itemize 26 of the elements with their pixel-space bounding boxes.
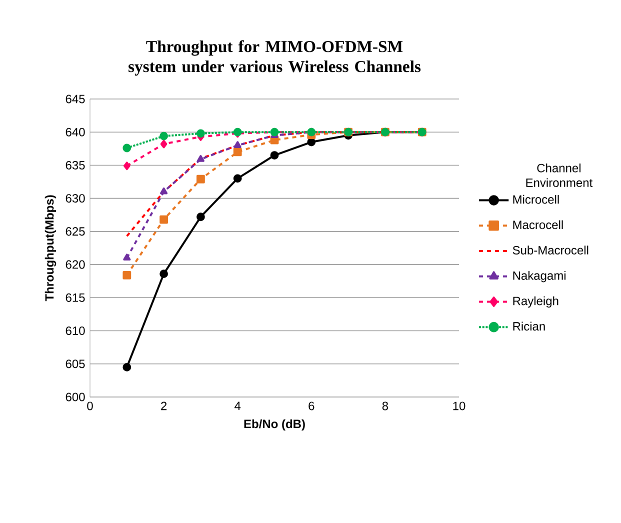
- x-tick-label: 8: [382, 402, 388, 410]
- x-axis-title: Eb/No (dB): [244, 419, 305, 431]
- y-tick-label: 600: [66, 392, 85, 402]
- y-tick-label: 635: [66, 160, 85, 170]
- legend-title: Channel Environment: [526, 164, 593, 188]
- legend-label: Nakagami: [513, 271, 566, 282]
- y-tick-label: 620: [66, 260, 85, 269]
- y-tick-label: 640: [66, 128, 85, 136]
- y-tick-label: 615: [66, 293, 85, 302]
- x-tick-label: 4: [234, 402, 241, 410]
- legend-label: Sub-Macrocell: [512, 246, 588, 254]
- y-axis-title: Throughput(Mbps): [44, 195, 56, 302]
- y-tick-label: 630: [66, 194, 85, 203]
- legend-label: Microcell: [513, 194, 559, 204]
- legend-label: Rician: [513, 322, 545, 331]
- x-tick-label: 2: [161, 402, 167, 410]
- y-tick-label: 610: [66, 326, 85, 336]
- y-tick-label: 645: [66, 94, 85, 104]
- y-tick-label: 605: [66, 360, 85, 368]
- y-tick-label: 625: [66, 227, 85, 236]
- x-tick-label: 10: [453, 402, 466, 410]
- chart-title: Throughput for MIMO-OFDM-SM system under various Wireless Channels: [128, 40, 421, 76]
- x-tick-label: 6: [308, 402, 314, 410]
- legend-label: Macrocell: [513, 220, 563, 230]
- legend-label: Rayleigh: [513, 296, 558, 308]
- x-tick-label: 0: [87, 402, 93, 410]
